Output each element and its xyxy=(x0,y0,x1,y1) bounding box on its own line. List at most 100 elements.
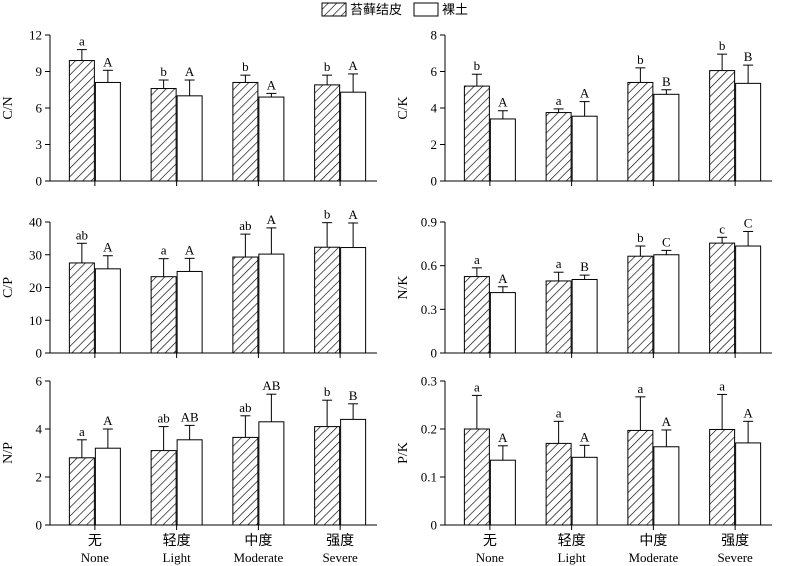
significance-letter: a xyxy=(79,34,85,49)
bar-crust-severe xyxy=(314,246,341,354)
bar-soil-severe xyxy=(735,442,762,526)
y-axis-label: N/K xyxy=(396,275,411,299)
bar-soil-severe xyxy=(340,418,367,526)
significance-letter: b xyxy=(324,59,331,74)
y-tick-label: 0 xyxy=(36,174,43,189)
bar-crust-moderate xyxy=(232,256,259,354)
legend: 苔藓结皮 裸土 xyxy=(321,2,468,17)
significance-letter: A xyxy=(185,64,195,79)
category-label-cn: 轻度 xyxy=(558,533,586,549)
y-tick-label: 0.6 xyxy=(421,258,438,273)
significance-letter: b xyxy=(719,38,726,53)
category-label-en: Moderate xyxy=(233,550,283,565)
category-label-en: Light xyxy=(558,550,587,565)
y-axis-label: C/P xyxy=(1,277,16,298)
significance-letter: A xyxy=(185,242,195,257)
significance-letter: a xyxy=(719,378,725,393)
significance-letter: A xyxy=(498,430,508,445)
bar-crust-light xyxy=(545,442,572,526)
bar-soil-light xyxy=(176,439,203,526)
category-label-cn: 无 xyxy=(483,534,497,549)
bar-soil-moderate xyxy=(258,421,285,526)
significance-letter: a xyxy=(637,381,643,396)
chart-panel-c-p: 0 10 20 30 40 C/P ab a ab b A A A A xyxy=(1,207,377,361)
significance-letter: A xyxy=(498,95,508,110)
category-label-cn: 中度 xyxy=(639,533,667,549)
category-label-cn: 强度 xyxy=(326,533,354,549)
chart-panel-n-k: 0 0.3 0.6 0.9 N/K a a b c A B C C xyxy=(396,215,772,361)
category-label-cn: 无 xyxy=(88,534,102,549)
significance-letter: ab xyxy=(239,400,251,415)
y-tick-label: 0 xyxy=(431,174,438,189)
chart-panel-c-n: 0 3 6 9 12 C/N a b b b A A A A xyxy=(1,28,377,189)
bar-soil-moderate xyxy=(653,446,680,526)
bar-crust-moderate xyxy=(627,429,654,526)
significance-letter: b xyxy=(474,58,481,73)
bar-crust-none xyxy=(68,262,95,354)
bar-soil-light xyxy=(176,270,203,354)
y-axis-label: C/N xyxy=(1,96,16,119)
significance-letter: a xyxy=(474,379,480,394)
y-tick-label: 6 xyxy=(36,101,43,116)
significance-letter: A xyxy=(580,86,590,101)
bar-soil-severe xyxy=(340,91,367,182)
significance-letter: A xyxy=(743,405,753,420)
y-tick-label: 20 xyxy=(29,280,42,295)
bar-soil-moderate xyxy=(258,96,285,182)
significance-letter: A xyxy=(498,271,508,286)
significance-letter: ab xyxy=(157,411,169,426)
bar-soil-none xyxy=(489,118,516,182)
significance-letter: A xyxy=(662,414,672,429)
chart-panel-c-k: 0 2 4 6 8 C/K b a b b A A B B xyxy=(396,28,772,189)
bar-crust-severe xyxy=(709,242,736,354)
bar-soil-severe xyxy=(735,245,762,354)
y-tick-label: 4 xyxy=(431,101,438,116)
y-tick-label: 8 xyxy=(431,28,438,43)
y-axis-label: C/K xyxy=(396,96,411,119)
significance-letter: b xyxy=(160,64,167,79)
significance-letter: ab xyxy=(239,218,251,233)
significance-letter: b xyxy=(324,207,331,222)
significance-letter: A xyxy=(267,77,277,92)
category-label-en: Light xyxy=(163,550,192,565)
category-label-en: Moderate xyxy=(628,550,678,565)
significance-letter: B xyxy=(662,74,671,89)
bar-crust-light xyxy=(150,276,177,354)
significance-letter: A xyxy=(103,54,113,69)
y-tick-label: 2 xyxy=(36,470,43,485)
bar-soil-moderate xyxy=(258,253,285,354)
significance-letter: B xyxy=(744,49,753,64)
significance-letter: ab xyxy=(76,227,88,242)
y-tick-label: 3 xyxy=(36,137,43,152)
legend-soil-label: 裸土 xyxy=(442,2,468,17)
y-tick-label: 0 xyxy=(431,346,438,361)
y-tick-label: 0 xyxy=(36,518,43,533)
y-tick-label: 0.2 xyxy=(421,422,437,437)
bar-crust-moderate xyxy=(627,81,654,182)
bar-soil-light xyxy=(571,278,598,354)
y-tick-label: 0.3 xyxy=(421,374,437,389)
bar-crust-light xyxy=(150,450,177,526)
bar-soil-moderate xyxy=(653,93,680,182)
significance-letter: A xyxy=(348,58,358,73)
y-tick-label: 0 xyxy=(36,346,43,361)
significance-letter: a xyxy=(556,256,562,271)
significance-letter: A xyxy=(103,413,113,428)
significance-letter: b xyxy=(637,52,644,67)
bar-crust-severe xyxy=(709,70,736,182)
significance-letter: A xyxy=(348,207,358,222)
bar-crust-moderate xyxy=(627,255,654,354)
bar-soil-none xyxy=(94,447,121,526)
significance-letter: A xyxy=(267,212,277,227)
bar-crust-none xyxy=(463,428,490,526)
significance-letter: a xyxy=(161,243,167,258)
legend-soil-swatch xyxy=(413,2,439,17)
significance-letter: a xyxy=(556,405,562,420)
significance-letter: AB xyxy=(262,378,280,393)
significance-letter: C xyxy=(744,215,753,230)
significance-letter: a xyxy=(474,252,480,267)
y-tick-label: 30 xyxy=(29,247,42,262)
bar-crust-moderate xyxy=(232,81,259,182)
